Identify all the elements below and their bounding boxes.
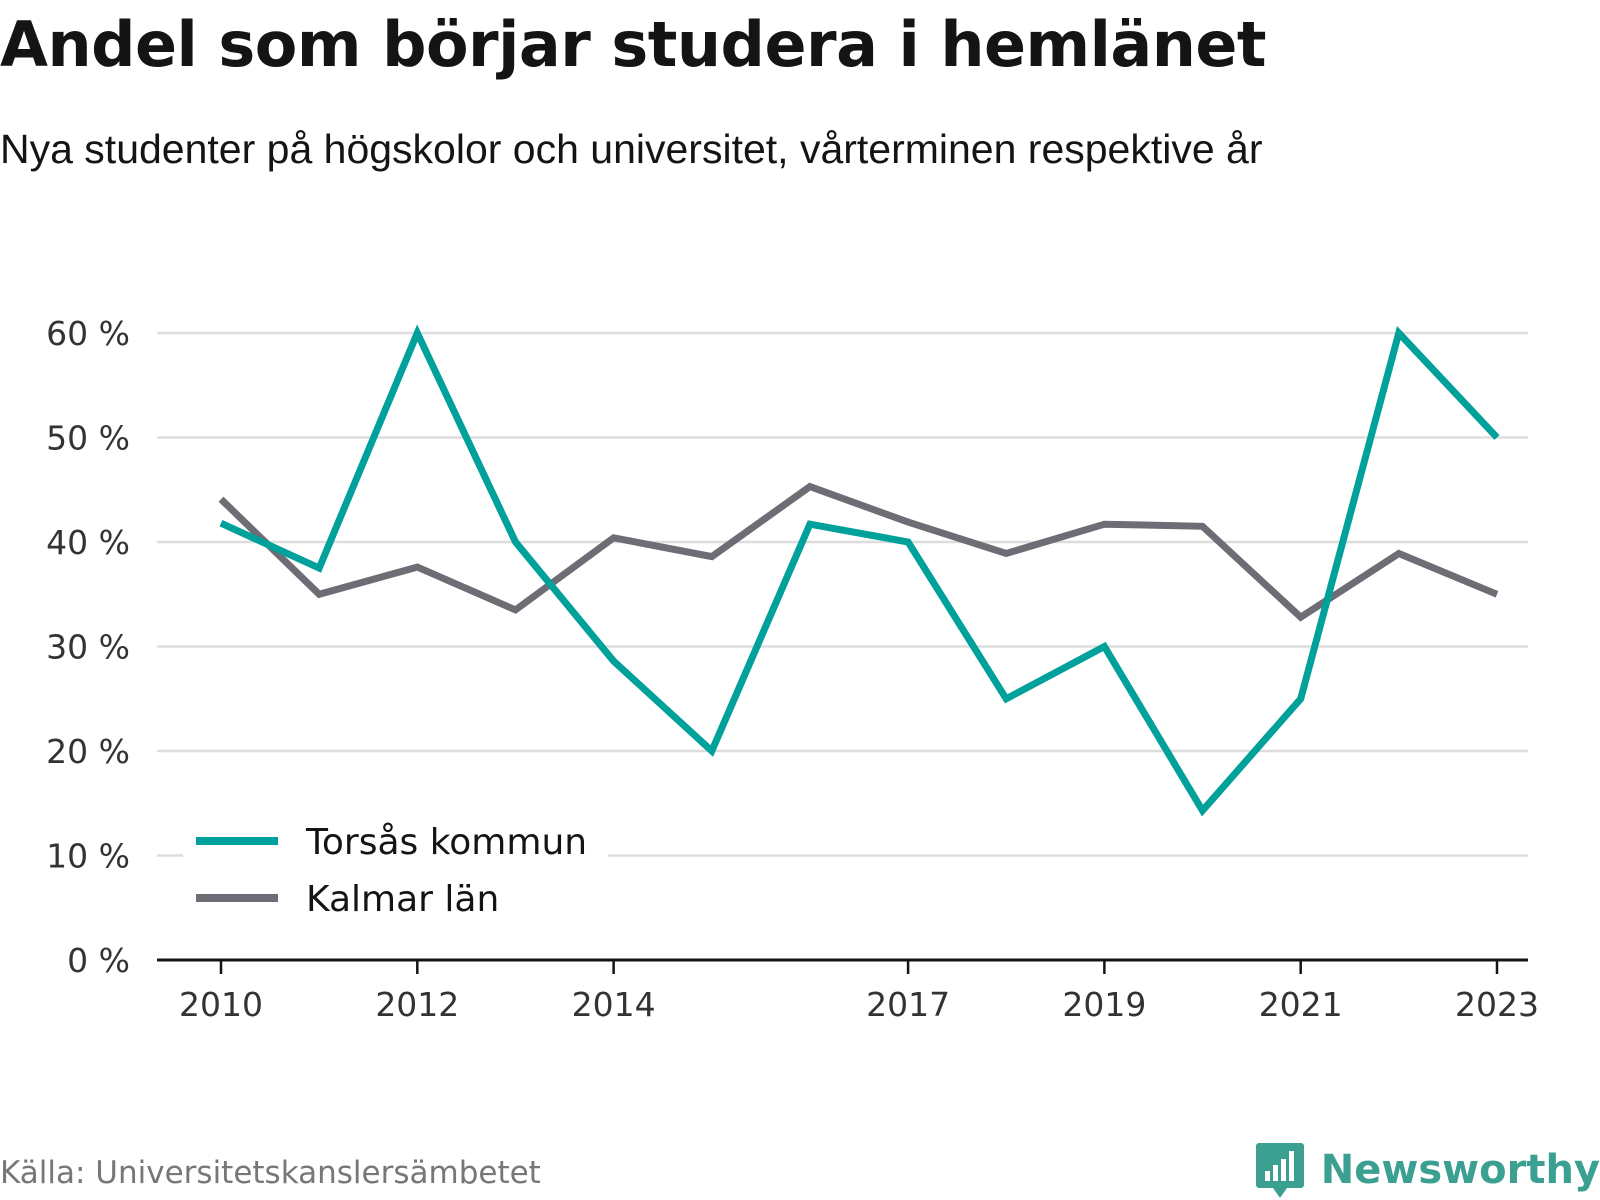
y-axis-tick-labels: 0 % 10 % 20 % 30 % 40 % 50 % 60 % xyxy=(46,314,130,980)
legend-label: Torsås kommun xyxy=(305,822,587,863)
x-tick-label: 2012 xyxy=(375,985,459,1024)
legend-label: Kalmar län xyxy=(306,879,499,920)
legend-background xyxy=(183,812,608,922)
x-axis xyxy=(157,958,1528,974)
x-tick-label: 2023 xyxy=(1455,985,1539,1024)
x-tick-label: 2010 xyxy=(179,985,263,1024)
source-note: Källa: Universitetskanslersämbetet xyxy=(0,1155,541,1191)
y-tick-label: 0 % xyxy=(67,941,130,980)
brand-name: Newsworthy xyxy=(1320,1147,1600,1193)
y-tick-label: 30 % xyxy=(46,628,130,667)
y-tick-label: 10 % xyxy=(46,837,130,876)
line-chart: 0 % 10 % 20 % 30 % 40 % 50 % 60 % 2010 2012 2014… xyxy=(46,314,1539,1024)
series-line-torsas-kommun xyxy=(219,324,1500,817)
newsworthy-logo: Newsworthy xyxy=(1255,1140,1600,1200)
y-tick-label: 20 % xyxy=(46,732,130,771)
x-tick-label: 2019 xyxy=(1062,985,1146,1024)
chart-subtitle: Nya studenter på högskolor och universit… xyxy=(0,126,1263,172)
y-tick-label: 60 % xyxy=(46,314,130,353)
bar-chart-logo-icon xyxy=(1255,1143,1304,1198)
chart-title: Andel som börjar studera i hemlänet xyxy=(0,8,1267,81)
x-axis-tick-labels: 2010 2012 2014 2017 2019 2021 2023 xyxy=(179,985,1539,1024)
x-tick-label: 2014 xyxy=(572,985,656,1024)
x-tick-label: 2021 xyxy=(1259,985,1343,1024)
gridlines xyxy=(157,331,1528,857)
series-lines xyxy=(218,324,1500,817)
y-tick-label: 40 % xyxy=(46,523,130,562)
series-line-kalmar-lan xyxy=(218,482,1499,622)
legend: Torsås kommun Kalmar län xyxy=(183,812,608,922)
y-tick-label: 50 % xyxy=(46,419,130,458)
x-tick-label: 2017 xyxy=(866,985,950,1024)
